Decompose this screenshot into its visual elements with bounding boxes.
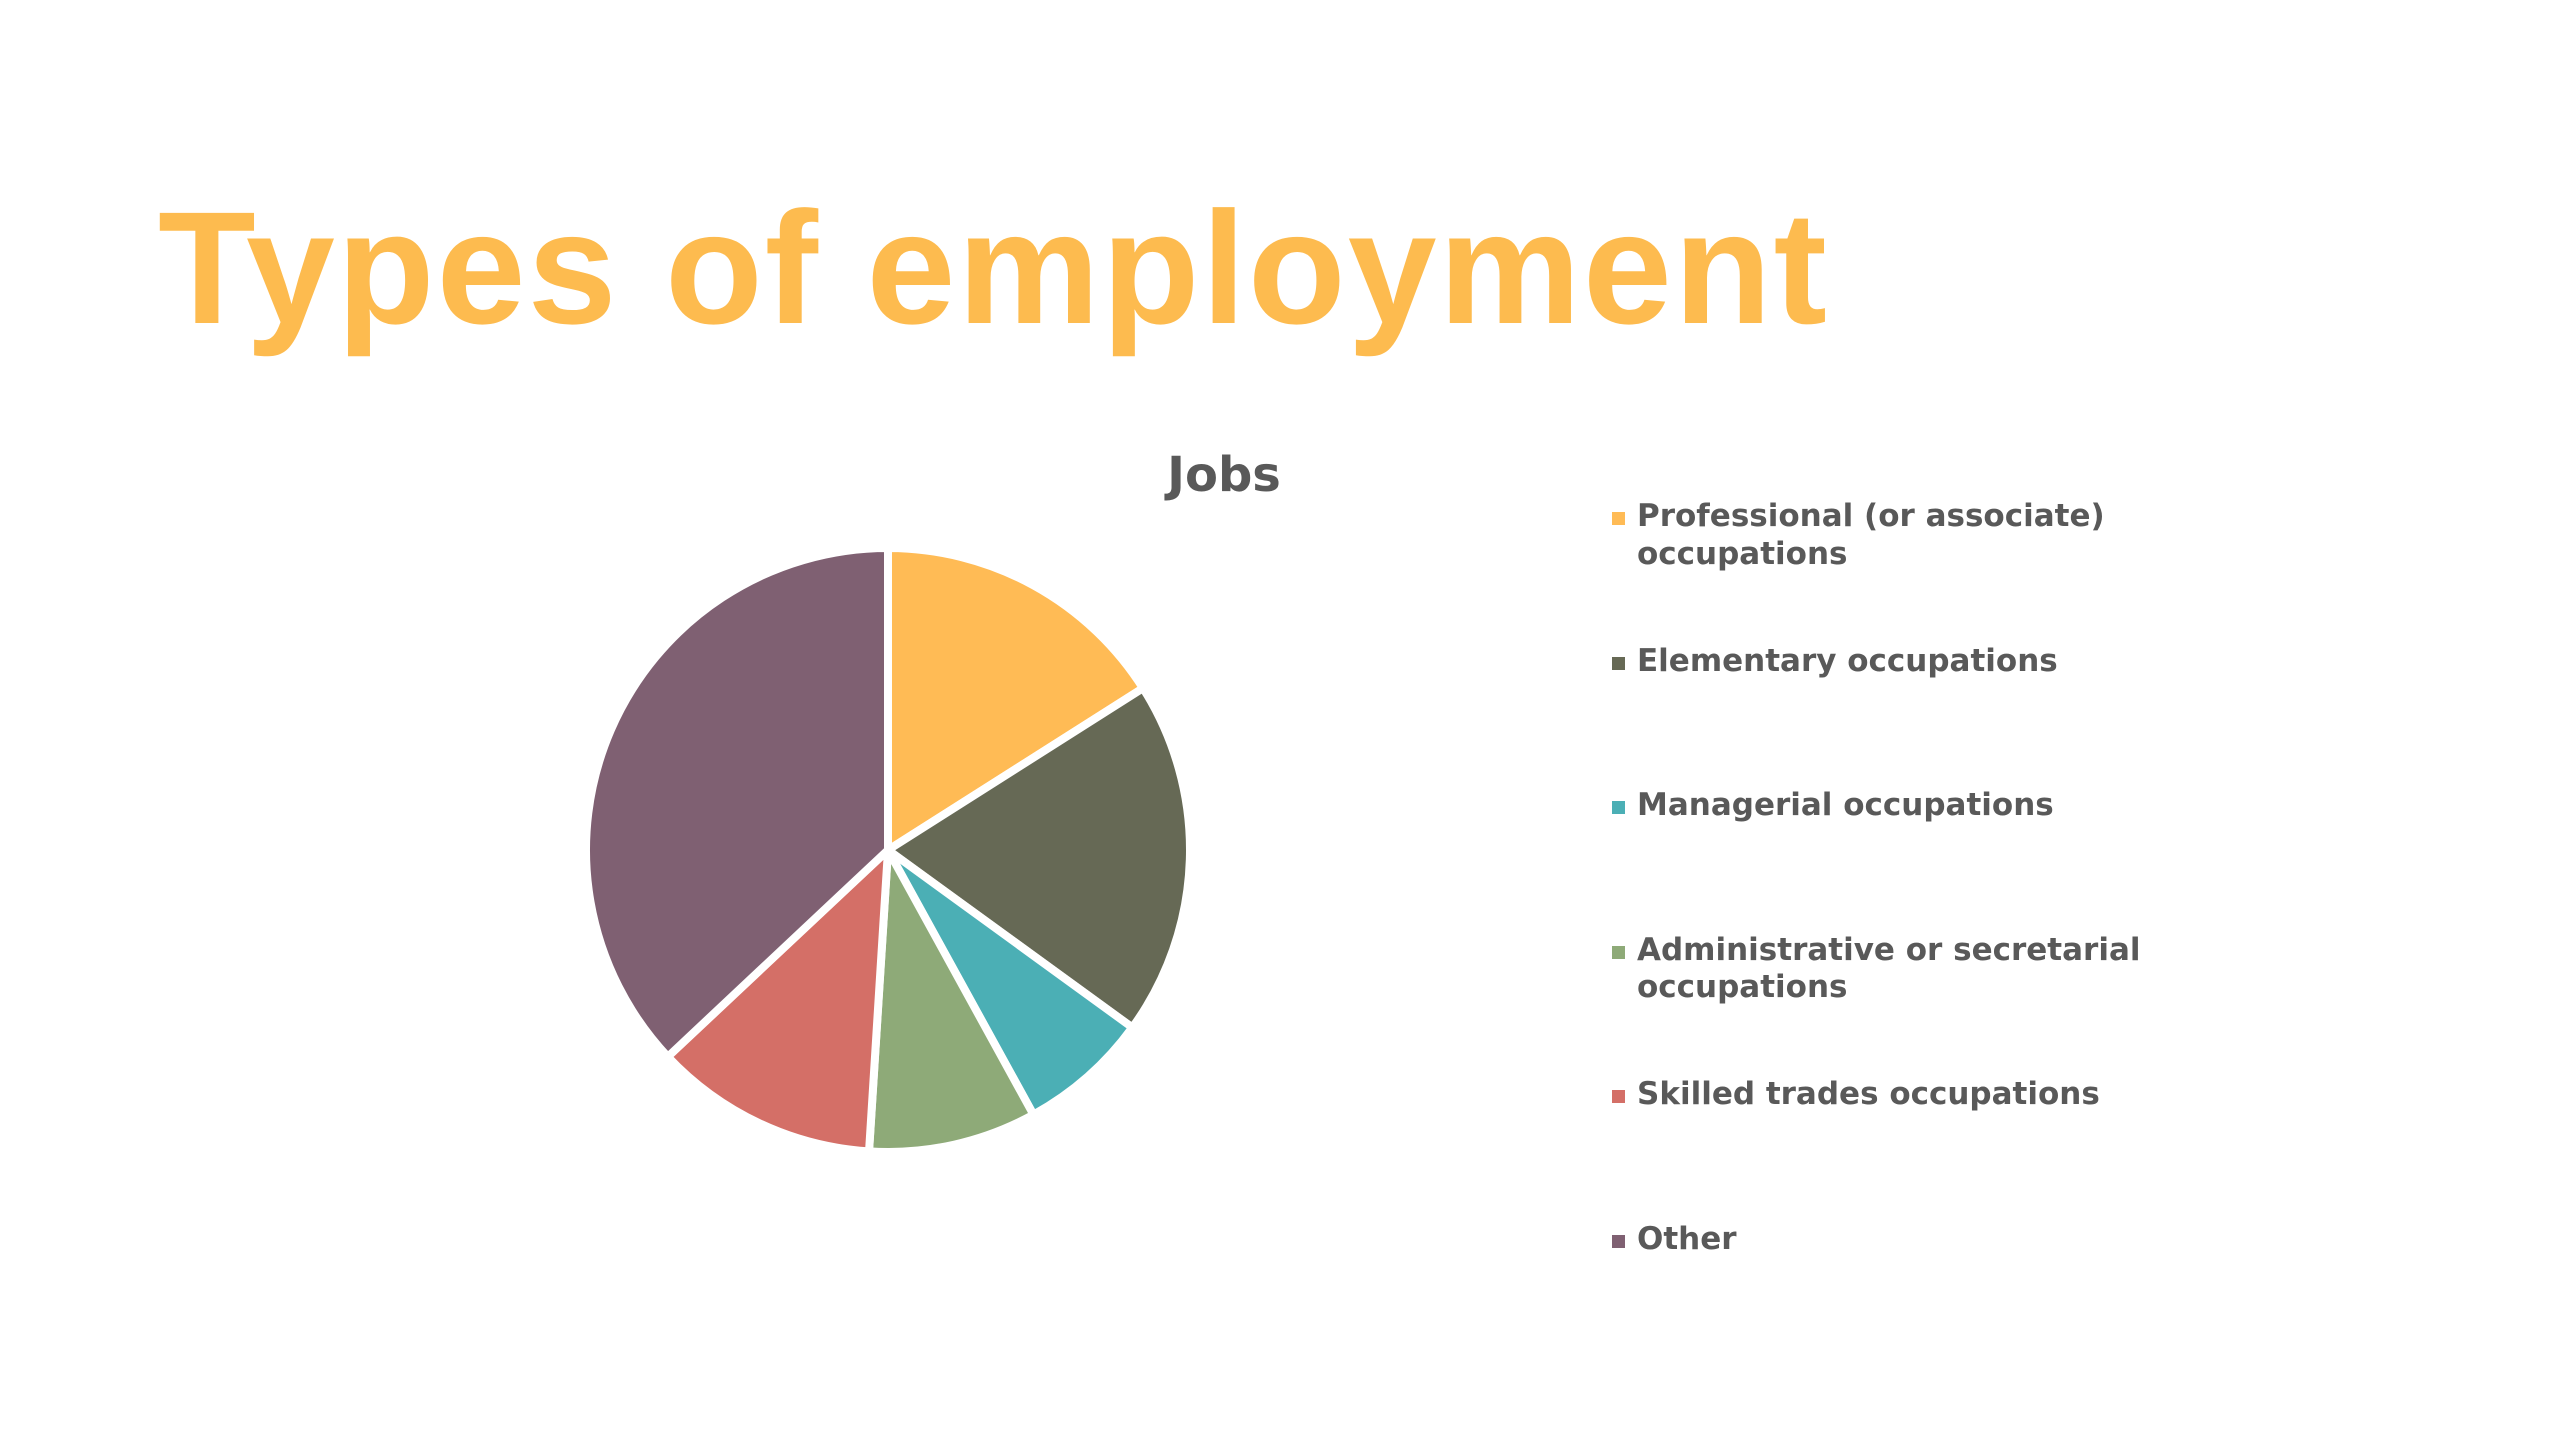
legend-item: Professional (or associate) occupations	[1612, 498, 2157, 574]
legend-item: Administrative or secretarial occupation…	[1612, 932, 2157, 1008]
pie-slice	[884, 684, 1194, 1032]
legend-item: Skilled trades occupations	[1612, 1076, 2157, 1114]
legend-item: Other	[1612, 1221, 2157, 1259]
legend-label: Other	[1637, 1220, 1737, 1257]
legend-item: Elementary occupations	[1612, 643, 2157, 681]
legend-swatch	[1612, 656, 1625, 670]
legend-label: Administrative or secretarial occupation…	[1637, 931, 2141, 1006]
chart-title: Jobs	[1164, 447, 1281, 503]
legend-swatch	[1612, 512, 1625, 525]
pie-slice	[884, 544, 1147, 854]
legend-swatch	[1612, 801, 1625, 814]
legend-swatch	[1612, 1090, 1625, 1103]
legend-label: Skilled trades occupations	[1637, 1076, 2100, 1112]
pie-slice	[865, 846, 1038, 1156]
legend-swatch	[1612, 1234, 1625, 1248]
pie-slice	[884, 846, 1137, 1119]
legend-swatch	[1612, 945, 1625, 959]
legend-label: Elementary occupations	[1637, 642, 2058, 679]
slide-title: Types of employment	[158, 178, 1829, 357]
pie-slice	[663, 846, 892, 1156]
legend-label: Managerial occupations	[1637, 787, 2054, 823]
pie-slice	[582, 544, 892, 1061]
legend-label: Professional (or associate) occupations	[1637, 498, 2105, 572]
legend-item: Managerial occupations	[1612, 787, 2157, 825]
